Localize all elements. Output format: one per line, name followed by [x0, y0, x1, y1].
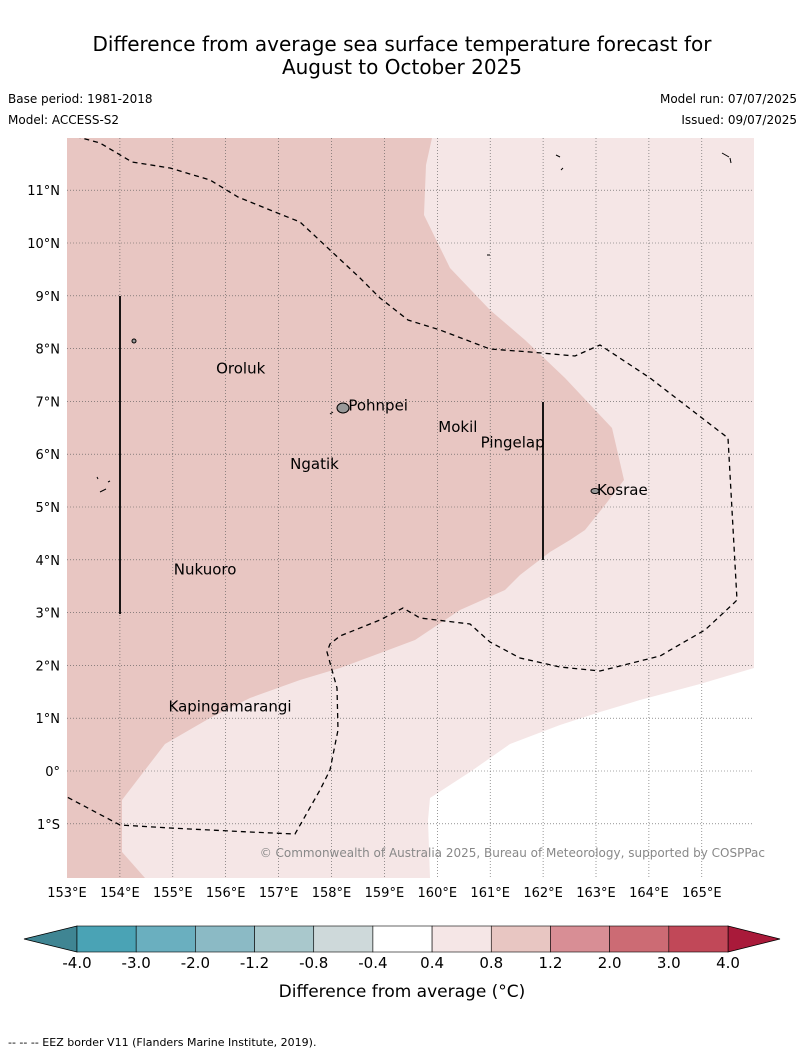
longitude-label: 162°E — [523, 886, 563, 901]
longitude-label: 160°E — [418, 886, 458, 901]
colorbar-under-triangle — [23, 925, 78, 953]
colorbar-tick-label: 1.2 — [539, 954, 563, 972]
colorbar-tick-label: 0.4 — [420, 954, 444, 972]
colorbar-tick-label: 4.0 — [716, 954, 740, 972]
map-title-line1: Difference from average sea surface temp… — [92, 32, 712, 56]
longitude-label: 159°E — [365, 886, 405, 901]
longitude-label: 154°E — [100, 886, 140, 901]
copyright-text: © Commonwealth of Australia 2025, Bureau… — [260, 846, 765, 860]
latitude-label: 2°N — [36, 659, 61, 674]
colorbar-segment — [135, 925, 196, 953]
place-label: Ngatik — [290, 455, 339, 473]
colorbar-segment — [195, 925, 255, 953]
colorbar-tick-label: -0.8 — [299, 954, 328, 972]
colorbar-label: Difference from average (°C) — [279, 982, 526, 1002]
latitude-label: 6°N — [36, 448, 61, 463]
issued-date: Issued: 09/07/2025 — [681, 113, 797, 127]
latitude-label: 4°N — [36, 554, 61, 569]
latitude-labels: 11°N 10°N 9°N 8°N 7°N 6°N 5°N 4°N 3°N 2°N 1°N 0° 1°S — [27, 184, 60, 833]
colorbar-segment — [431, 925, 492, 953]
longitude-label: 158°E — [312, 886, 352, 901]
latitude-label: 3°N — [36, 607, 61, 622]
place-label: Oroluk — [216, 360, 265, 378]
band-0p8-1p2 — [67, 138, 624, 878]
latitude-label: 11°N — [27, 184, 60, 199]
colorbar-tick-label: 0.8 — [479, 954, 503, 972]
colorbar-over-triangle — [727, 925, 781, 953]
longitude-label: 164°E — [629, 886, 669, 901]
latitude-label: 1°S — [37, 818, 60, 833]
longitude-label: 156°E — [206, 886, 246, 901]
colorbar-tick-label: -1.2 — [240, 954, 269, 972]
longitude-label: 161°E — [470, 886, 510, 901]
latitude-label: 7°N — [36, 395, 61, 410]
colorbar-segment — [254, 925, 315, 953]
latitude-label: 8°N — [36, 343, 61, 358]
place-label: Kosrae — [597, 481, 648, 499]
latitude-label: 1°N — [36, 712, 61, 727]
colorbar-segment — [550, 925, 610, 953]
band-below-0p4 — [428, 668, 754, 878]
eez-footnote: -- -- -- EEZ border V11 (Flanders Marine… — [8, 1036, 317, 1049]
colorbar-tick-label: 2.0 — [598, 954, 622, 972]
model-name: Model: ACCESS-S2 — [8, 113, 120, 127]
colorbar-tick-label: -0.4 — [358, 954, 387, 972]
longitude-label: 163°E — [576, 886, 616, 901]
latitude-label: 9°N — [36, 290, 61, 305]
place-label: Kapingamarangi — [169, 698, 292, 716]
map-title-line2: August to October 2025 — [281, 55, 523, 79]
longitude-label: 153°E — [47, 886, 87, 901]
colorbar-segment — [372, 925, 433, 953]
latitude-label: 10°N — [27, 237, 60, 252]
colorbar-segment — [668, 925, 729, 953]
islands — [96, 152, 732, 494]
colorbar-segment — [76, 925, 137, 953]
longitude-label: 157°E — [259, 886, 299, 901]
place-label: Pohnpei — [348, 397, 408, 415]
colorbar-tick-label: -3.0 — [122, 954, 151, 972]
place-label: Nukuoro — [174, 560, 237, 578]
place-label: Mokil — [438, 418, 477, 436]
colorbar-tick-label: -2.0 — [181, 954, 210, 972]
base-period: Base period: 1981-2018 — [8, 92, 153, 106]
longitude-label: 155°E — [153, 886, 193, 901]
model-run: Model run: 07/07/2025 — [659, 92, 797, 106]
colorbar-tick-label: -4.0 — [62, 954, 91, 972]
latitude-label: 5°N — [36, 501, 61, 516]
longitude-label: 165°E — [682, 886, 722, 901]
longitude-labels: 153°E 154°E 155°E 156°E 157°E 158°E 159°E 160°E… — [47, 886, 721, 901]
colorbar-segment — [313, 925, 374, 953]
colorbar-tick-label: 3.0 — [657, 954, 681, 972]
colorbar-segment — [609, 925, 670, 953]
colorbar-segment — [490, 925, 551, 953]
graticule — [67, 138, 754, 878]
latitude-label: 0° — [45, 765, 60, 780]
place-label: Pingelap — [481, 434, 545, 452]
